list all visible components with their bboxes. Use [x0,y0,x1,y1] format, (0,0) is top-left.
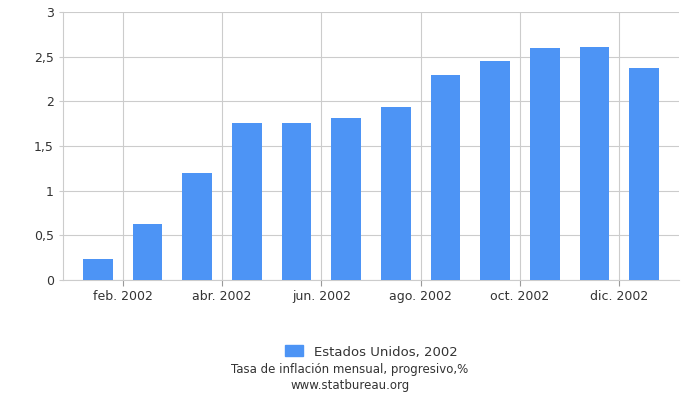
Bar [331,118,361,280]
Bar [182,173,212,280]
Bar [530,48,560,280]
Text: www.statbureau.org: www.statbureau.org [290,380,410,392]
Bar [83,258,113,280]
Bar [281,123,312,280]
Bar [430,76,461,280]
Bar [580,47,610,280]
Bar [132,224,162,280]
Bar [232,123,262,280]
Legend: Estados Unidos, 2002: Estados Unidos, 2002 [279,340,463,364]
Bar [480,61,510,280]
Bar [629,68,659,280]
Bar [381,107,411,280]
Text: Tasa de inflación mensual, progresivo,%: Tasa de inflación mensual, progresivo,% [232,364,468,376]
